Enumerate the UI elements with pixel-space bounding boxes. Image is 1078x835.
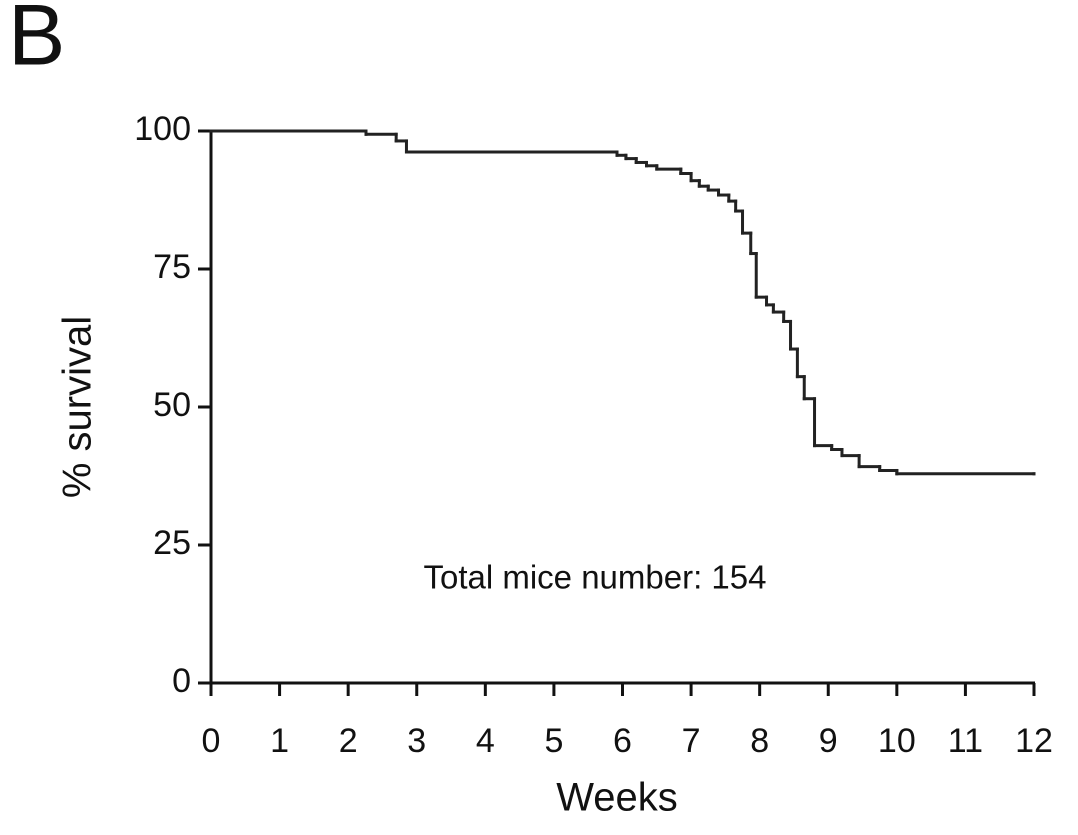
x-tick-label: 6 xyxy=(613,722,632,760)
annotation: Total mice number: 154 xyxy=(423,559,766,596)
x-tick-label: 5 xyxy=(544,722,563,760)
x-tick-label: 8 xyxy=(750,722,769,760)
x-tick-label: 4 xyxy=(476,722,495,760)
x-tick-label: 3 xyxy=(407,722,426,760)
x-tick-label: 2 xyxy=(339,722,358,760)
x-tick-label: 1 xyxy=(270,722,289,760)
x-tick-label: 0 xyxy=(202,722,221,760)
y-axis-label: % survival xyxy=(56,316,100,498)
y-tick-label: 0 xyxy=(172,662,191,700)
x-tick-label: 12 xyxy=(1015,722,1053,760)
x-tick-label: 10 xyxy=(878,722,916,760)
y-tick-label: 75 xyxy=(153,248,191,286)
y-tick-label: 50 xyxy=(153,386,191,424)
x-tick-label: 11 xyxy=(948,722,983,760)
y-tick-label: 100 xyxy=(134,110,191,148)
y-tick-label: 25 xyxy=(153,524,191,562)
x-axis-label: Weeks xyxy=(556,776,678,820)
x-tick-label: 9 xyxy=(819,722,838,760)
x-tick-label: 7 xyxy=(682,722,701,760)
panel-label: B xyxy=(8,0,65,84)
